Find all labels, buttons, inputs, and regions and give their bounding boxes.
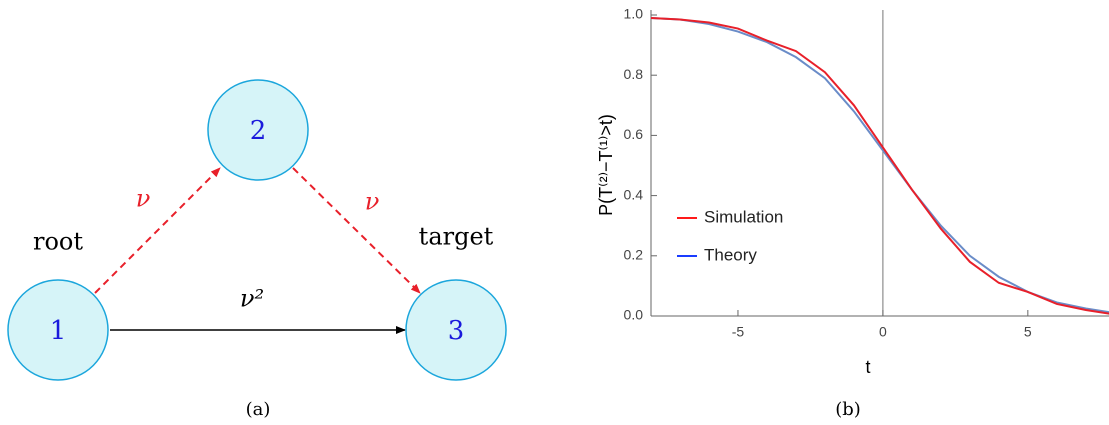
caption: (b) — [835, 399, 861, 420]
edge-label: ν — [365, 188, 380, 216]
x-tick-label: 5 — [1024, 324, 1032, 340]
annotation: target — [419, 223, 494, 251]
chart: t P(T⁽²⁾−T⁽¹⁾>t) (b) 0.0 0.2 0.4 0.6 0.8 1.0 -… — [596, 6, 1109, 420]
caption: (a) — [246, 399, 271, 420]
legend-label: Theory — [704, 245, 757, 264]
node — [7, 279, 109, 381]
edge — [94, 167, 221, 294]
legend-label: Simulation — [704, 207, 783, 226]
node-label: 1 — [50, 316, 67, 346]
y-tick-label: 0.4 — [624, 186, 644, 202]
edge-label: ν — [136, 185, 151, 213]
x-axis-label: t — [865, 357, 870, 377]
y-tick-label: 1.0 — [624, 6, 644, 22]
y-axis-label: P(T⁽²⁾−T⁽¹⁾>t) — [596, 114, 616, 216]
y-tick-label: 0.2 — [624, 247, 644, 263]
x-tick-label: 0 — [879, 324, 887, 340]
node-label: 3 — [448, 316, 465, 346]
y-tick-label: 0.8 — [624, 66, 644, 82]
node-label: 2 — [250, 116, 267, 146]
y-tick-label: 0.6 — [624, 126, 644, 142]
series-line — [650, 17, 1109, 314]
edge — [292, 167, 421, 294]
edge-label: ν² — [240, 285, 264, 313]
y-tick-label: 0.0 — [624, 307, 644, 323]
node — [405, 279, 507, 381]
annotation: root — [33, 228, 83, 256]
x-tick-label: -5 — [732, 324, 745, 340]
diagram: 1 2 3 ν ν ν² root target (a) — [7, 79, 507, 420]
node — [207, 79, 309, 181]
series-line — [650, 17, 1109, 315]
